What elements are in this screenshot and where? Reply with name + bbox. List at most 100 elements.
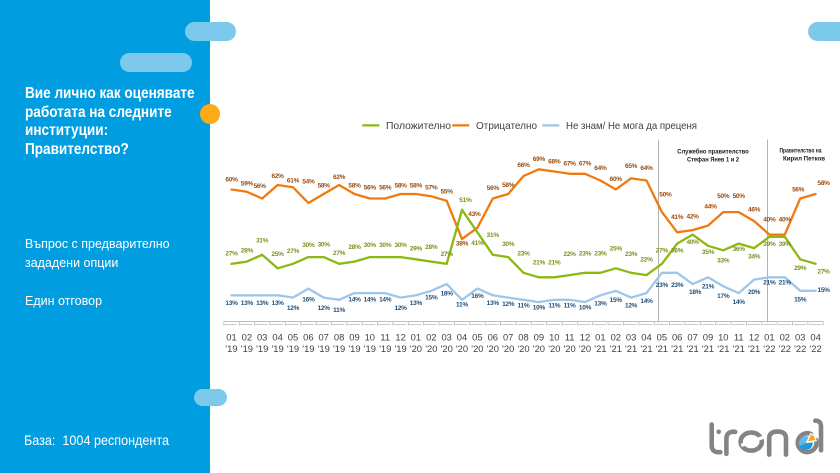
svg-text:18%: 18% xyxy=(441,290,454,297)
svg-text:46%: 46% xyxy=(748,206,761,213)
svg-text:07: 07 xyxy=(503,332,513,343)
svg-text:10: 10 xyxy=(718,332,728,343)
svg-text:58%: 58% xyxy=(410,182,423,189)
svg-text:'21: '21 xyxy=(733,343,745,354)
svg-text:14%: 14% xyxy=(364,297,377,304)
svg-text:'19: '19 xyxy=(379,343,391,354)
svg-text:'21: '21 xyxy=(640,343,652,354)
svg-text:12%: 12% xyxy=(502,301,515,308)
svg-text:25%: 25% xyxy=(271,251,284,258)
svg-text:69%: 69% xyxy=(533,156,546,163)
svg-text:30%: 30% xyxy=(302,242,315,249)
svg-text:'19: '19 xyxy=(271,343,283,354)
svg-text:27%: 27% xyxy=(333,250,346,257)
svg-text:05: 05 xyxy=(657,332,667,343)
svg-text:21%: 21% xyxy=(702,283,715,290)
svg-text:55%: 55% xyxy=(441,189,454,196)
svg-text:'20: '20 xyxy=(456,343,468,354)
svg-text:06: 06 xyxy=(672,332,682,343)
svg-text:'21: '21 xyxy=(656,343,668,354)
svg-text:12%: 12% xyxy=(394,305,407,312)
svg-text:21%: 21% xyxy=(779,279,792,286)
svg-text:12: 12 xyxy=(749,332,759,343)
svg-text:03: 03 xyxy=(626,332,636,343)
svg-text:'19: '19 xyxy=(394,343,406,354)
svg-text:'20: '20 xyxy=(425,343,437,354)
svg-text:58%: 58% xyxy=(817,180,830,187)
svg-text:'20: '20 xyxy=(517,343,529,354)
svg-text:39%: 39% xyxy=(779,241,792,248)
svg-text:02: 02 xyxy=(780,332,790,343)
svg-text:'22: '22 xyxy=(763,343,775,354)
svg-text:Стефан Янев 1 и 2: Стефан Янев 1 и 2 xyxy=(687,157,739,164)
svg-text:15%: 15% xyxy=(610,297,623,304)
svg-text:56%: 56% xyxy=(254,183,267,190)
svg-text:09: 09 xyxy=(534,332,544,343)
svg-text:29%: 29% xyxy=(410,246,423,253)
svg-text:12%: 12% xyxy=(318,305,331,312)
svg-text:'21: '21 xyxy=(748,343,760,354)
svg-text:61%: 61% xyxy=(287,177,300,184)
svg-text:36%: 36% xyxy=(671,247,684,254)
svg-text:17%: 17% xyxy=(717,293,730,300)
svg-text:60%: 60% xyxy=(610,176,623,183)
svg-text:41%: 41% xyxy=(671,214,684,221)
svg-text:57%: 57% xyxy=(425,185,438,192)
svg-text:56%: 56% xyxy=(792,186,805,193)
svg-text:Отрицателно: Отрицателно xyxy=(476,121,537,132)
svg-text:'19: '19 xyxy=(241,343,253,354)
svg-text:16%: 16% xyxy=(302,297,315,304)
svg-text:07: 07 xyxy=(318,332,328,343)
svg-text:14%: 14% xyxy=(379,297,392,304)
svg-text:'21: '21 xyxy=(671,343,683,354)
svg-text:'20: '20 xyxy=(563,343,575,354)
svg-text:12%: 12% xyxy=(287,305,300,312)
svg-text:68%: 68% xyxy=(548,159,561,166)
svg-text:Кирил Петков: Кирил Петков xyxy=(783,156,825,163)
svg-text:39%: 39% xyxy=(763,241,776,248)
svg-text:40%: 40% xyxy=(763,216,776,223)
svg-text:56%: 56% xyxy=(379,185,392,192)
svg-text:27%: 27% xyxy=(656,247,669,254)
svg-text:'20: '20 xyxy=(471,343,483,354)
svg-text:50%: 50% xyxy=(733,193,746,200)
svg-text:11%: 11% xyxy=(333,307,345,314)
svg-text:11: 11 xyxy=(734,332,744,343)
svg-text:23%: 23% xyxy=(671,282,684,289)
svg-text:30%: 30% xyxy=(394,242,407,249)
svg-text:27%: 27% xyxy=(225,250,238,257)
svg-text:'19: '19 xyxy=(333,343,345,354)
svg-text:22%: 22% xyxy=(563,251,576,258)
svg-text:06: 06 xyxy=(303,332,313,343)
svg-text:02: 02 xyxy=(426,332,436,343)
svg-text:40%: 40% xyxy=(686,239,699,246)
svg-text:14%: 14% xyxy=(348,297,361,304)
svg-text:Правителство на: Правителство на xyxy=(780,148,822,155)
svg-text:23%: 23% xyxy=(594,250,607,257)
svg-text:04: 04 xyxy=(810,332,820,343)
svg-text:30%: 30% xyxy=(364,242,377,249)
svg-text:03: 03 xyxy=(795,332,805,343)
svg-text:01: 01 xyxy=(226,332,236,343)
svg-text:04: 04 xyxy=(641,332,651,343)
svg-text:35%: 35% xyxy=(702,249,715,256)
svg-text:03: 03 xyxy=(441,332,451,343)
svg-text:28%: 28% xyxy=(425,244,438,251)
svg-text:58%: 58% xyxy=(394,182,407,189)
svg-text:31%: 31% xyxy=(256,237,269,244)
svg-text:'19: '19 xyxy=(287,343,299,354)
svg-text:31%: 31% xyxy=(487,232,500,239)
svg-text:'22: '22 xyxy=(779,343,791,354)
svg-text:'21: '21 xyxy=(686,343,698,354)
svg-text:34%: 34% xyxy=(748,253,761,260)
svg-text:56%: 56% xyxy=(487,185,500,192)
svg-text:13%: 13% xyxy=(256,300,269,307)
svg-text:11%: 11% xyxy=(518,302,530,309)
svg-text:50%: 50% xyxy=(659,192,672,199)
svg-text:30%: 30% xyxy=(502,241,515,248)
svg-text:09: 09 xyxy=(349,332,359,343)
svg-text:'20: '20 xyxy=(533,343,545,354)
svg-text:44%: 44% xyxy=(704,203,717,210)
svg-text:67%: 67% xyxy=(563,160,576,167)
svg-text:58%: 58% xyxy=(318,182,331,189)
